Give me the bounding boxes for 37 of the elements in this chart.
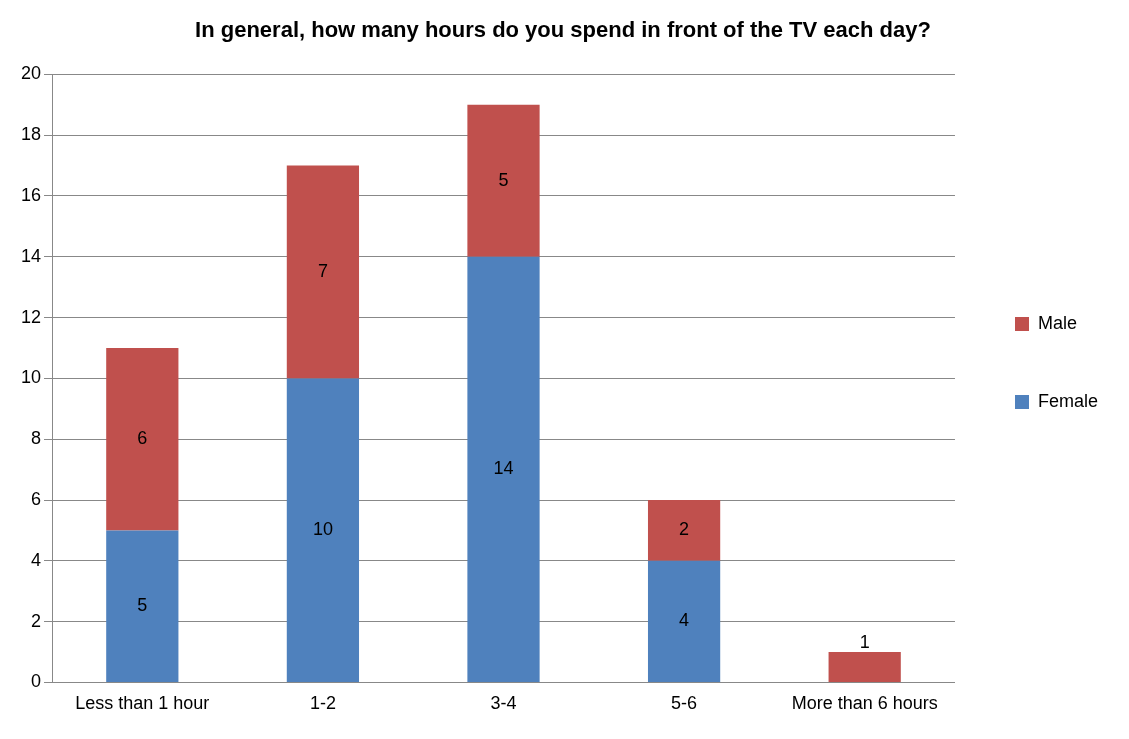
data-label: 5 [498,169,509,190]
bar [106,348,179,531]
data-label: 5 [137,595,148,616]
data-label: 1 [859,631,870,652]
x-tick-label: More than 6 hours [791,693,938,714]
y-tick-label: 20 [20,63,42,84]
x-tick-label: 1-2 [309,693,336,714]
data-label: 14 [493,458,514,479]
y-tick-label: 14 [20,245,42,266]
chart-title: In general, how many hours do you spend in front of the TV each day? [195,17,931,43]
y-tick-label: 10 [20,367,42,388]
bar [106,530,179,682]
y-tick-label: 8 [31,428,42,449]
y-tick-label: 6 [31,488,42,509]
y-tick-label: 18 [20,124,42,145]
bar [828,652,901,682]
data-label: 10 [312,519,333,540]
data-label: 7 [317,260,328,281]
bar [286,165,360,379]
data-label: 4 [679,610,690,631]
x-tick-label: 3-4 [490,693,517,714]
bar [467,104,540,257]
y-tick-label: 0 [31,671,42,692]
bar [467,256,540,682]
x-tick-label: Less than 1 hour [75,693,210,714]
y-tick-label: 2 [31,610,42,631]
bar [647,500,721,561]
legend-label: Female [1037,390,1099,411]
legend-label: Male [1037,312,1077,333]
y-tick-label: 12 [20,306,42,327]
bar [286,378,360,682]
data-label: 2 [679,519,690,540]
y-tick-label: 4 [31,549,42,570]
data-label: 6 [137,428,148,449]
bar [647,560,721,682]
y-tick-label: 16 [20,184,42,205]
x-tick-label: 5-6 [671,693,698,714]
